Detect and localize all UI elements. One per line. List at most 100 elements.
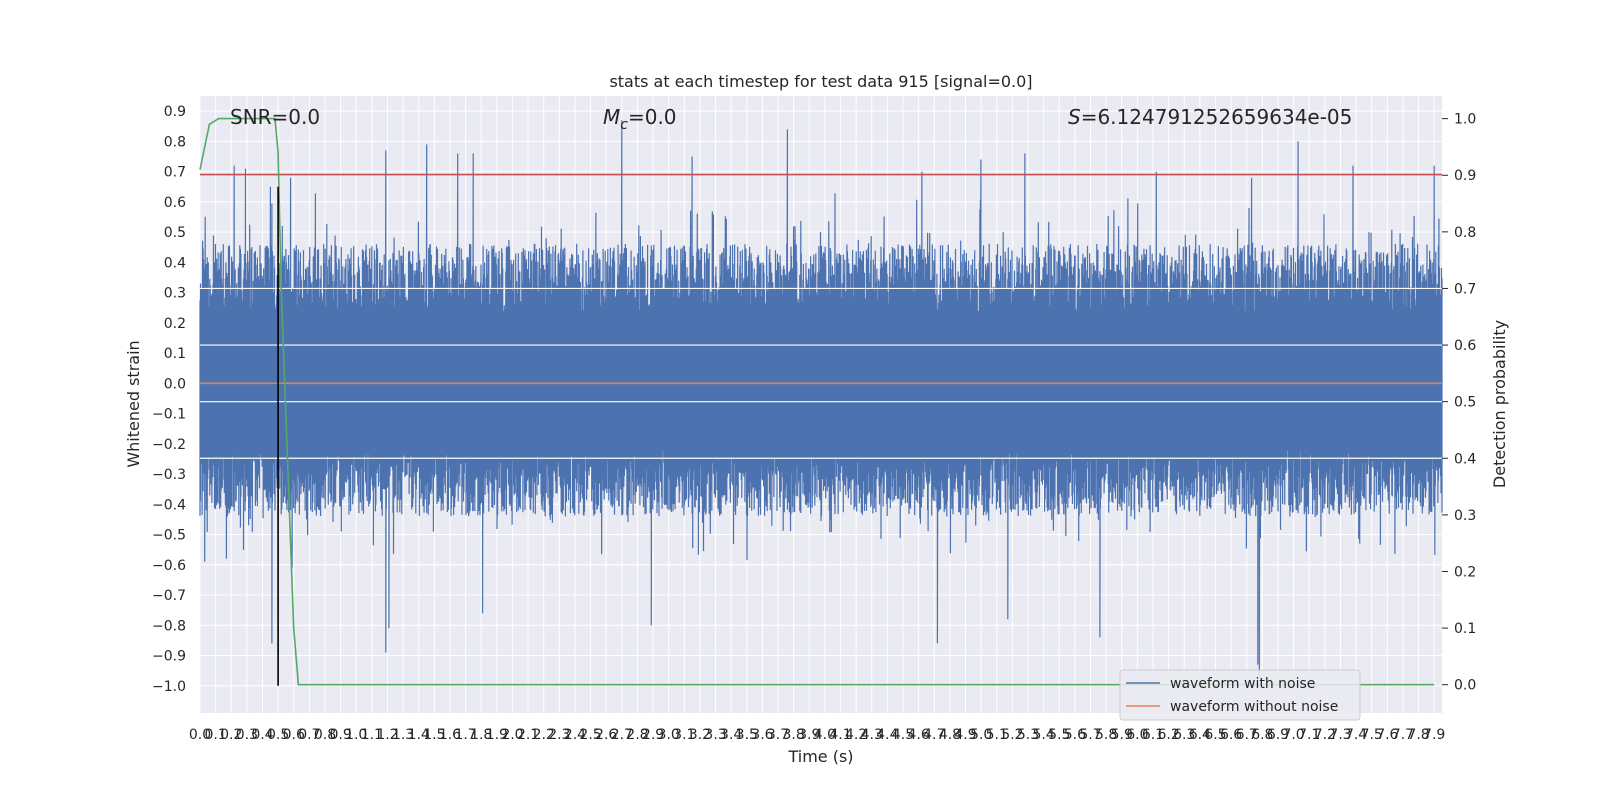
x-tick-label: 5.6 [1064,727,1086,743]
y-tick-label: −0.7 [152,588,186,604]
x-tick-label: 7.5 [1361,727,1383,743]
x-tick-label: 4.7 [923,727,945,743]
x-tick-label: 1.4 [408,727,430,743]
x-tick-label: 5.5 [1048,727,1070,743]
x-tick-label: 4.9 [954,727,976,743]
y-tick-label: 0.8 [164,134,186,150]
x-tick-label: 1.2 [376,727,398,743]
x-tick-label: 1.1 [361,727,383,743]
x-tick-label: 0.1 [204,727,226,743]
x-tick-label: 5.2 [1001,727,1023,743]
x-tick-label: 2.5 [579,727,601,743]
legend-label-noise: waveform with noise [1170,676,1315,692]
y-tick-label: 0.4 [164,255,186,271]
y-tick-label: −0.6 [152,558,186,574]
y2-tick-label: 0.1 [1454,621,1476,637]
x-tick-label: 4.0 [814,727,836,743]
x-tick-label: 0.6 [283,727,305,743]
x-tick-label: 7.4 [1345,727,1367,743]
y2-tick-label: 0.7 [1454,281,1476,297]
series-waveform-with-noise [199,120,1443,677]
x-tick-label: 6.9 [1267,727,1289,743]
x-tick-label: 2.4 [564,727,586,743]
y-tick-label: 0.5 [164,225,186,241]
x-tick-label: 6.0 [1126,727,1148,743]
x-tick-label: 3.0 [658,727,680,743]
annotation-s: S=6.124791252659634e-05 [1068,105,1352,129]
x-tick-label: 3.9 [798,727,820,743]
y-tick-label: 0.9 [164,104,186,120]
y-tick-label: 0.3 [164,286,186,302]
x-tick-label: 4.3 [861,727,883,743]
x-tick-label: 2.6 [595,727,617,743]
x-tick-label: 1.0 [345,727,367,743]
x-tick-label: 0.2 [220,727,242,743]
detection-probability-line [199,117,1435,686]
x-tick-label: 3.1 [673,727,695,743]
series-layer [199,117,1443,686]
x-tick-label: 0.3 [236,727,258,743]
y-tick-label: 0.7 [164,165,186,181]
x-tick-label: 2.9 [642,727,664,743]
y-tick-label: −0.3 [152,467,186,483]
x-tick-label: 2.7 [611,727,633,743]
x-tick-label: 7.1 [1298,727,1320,743]
annotation-snr: SNR=0.0 [230,105,320,129]
x-tick-label: 2.8 [626,727,648,743]
x-tick-label: 7.8 [1407,727,1429,743]
y-tick-label: 0.0 [164,376,186,392]
x-tick-label: 5.3 [1017,727,1039,743]
x-tick-label: 4.6 [908,727,930,743]
y-tick-label: 0.2 [164,316,186,332]
y2-tick-label: 0.8 [1454,225,1476,241]
x-tick-label: 0.8 [314,727,336,743]
x-tick-label: 2.0 [501,727,523,743]
annotation-chirp-mass: Mc=0.0 [603,105,677,133]
x-tick-label: 3.8 [783,727,805,743]
x-tick-label: 6.4 [1189,727,1211,743]
x-tick-label: 1.9 [486,727,508,743]
x-tick-label: 6.6 [1220,727,1242,743]
y-tick-label: −0.2 [152,437,186,453]
x-tick-label: 5.4 [1032,727,1054,743]
x-tick-label: 6.2 [1157,727,1179,743]
x-tick-label: 3.6 [751,727,773,743]
x-tick-label: 4.2 [845,727,867,743]
x-tick-label: 0.4 [251,727,273,743]
x-tick-label: 5.9 [1111,727,1133,743]
x-tick-label: 3.5 [736,727,758,743]
y-axis-left: −1.0 −0.9 −0.8 −0.7 −0.6 −0.5 −0.4 −0.3 −0.2 −0.1… [152,104,186,695]
x-tick-label: 7.7 [1392,727,1414,743]
y-axis-label: Whitened strain [124,340,143,467]
x-tick-label: 0.9 [329,727,351,743]
x-tick-label: 4.8 [939,727,961,743]
x-tick-label: 3.2 [689,727,711,743]
x-tick-label: 3.3 [704,727,726,743]
x-tick-label: 4.4 [876,727,898,743]
x-tick-label: 6.8 [1251,727,1273,743]
x-tick-label: 5.7 [1079,727,1101,743]
x-tick-label: 6.1 [1142,727,1164,743]
y-tick-label: −0.8 [152,618,186,634]
x-tick-label: 5.0 [970,727,992,743]
x-tick-label: 4.5 [892,727,914,743]
y-tick-label: −0.9 [152,649,186,665]
x-tick-label: 2.1 [517,727,539,743]
x-tick-label: 1.3 [392,727,414,743]
y2-tick-label: 0.4 [1454,451,1476,467]
x-tick-label: 4.1 [829,727,851,743]
legend: waveform with noise waveform without noi… [1119,669,1361,721]
x-tick-label: 1.8 [470,727,492,743]
x-axis: 0.00.10.20.30.40.50.60.70.80.91.01.11.21… [189,727,1445,743]
x-tick-label: 6.5 [1204,727,1226,743]
y2-tick-label: 0.3 [1454,508,1476,524]
x-tick-label: 7.3 [1329,727,1351,743]
y2-axis-label: Detection probability [1490,320,1509,488]
y-tick-label: 0.6 [164,195,186,211]
x-tick-label: 7.0 [1282,727,1304,743]
x-tick-label: 6.3 [1173,727,1195,743]
y2-tick-label: 0.2 [1454,564,1476,580]
legend-box [1119,669,1361,721]
y2-tick-label: 0.5 [1454,395,1476,411]
